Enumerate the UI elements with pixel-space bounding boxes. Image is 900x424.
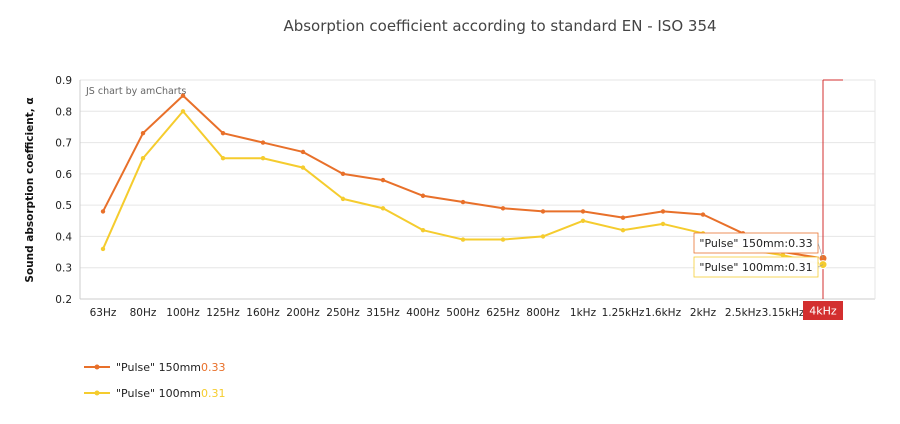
legend[interactable]: "Pulse" 150mm 0.33"Pulse" 100mm 0.31 — [84, 361, 226, 400]
legend-value: 0.33 — [201, 361, 226, 374]
legend-label: "Pulse" 150mm — [116, 361, 201, 374]
data-point[interactable] — [220, 130, 226, 136]
data-point[interactable] — [660, 221, 666, 227]
tooltip-connector — [817, 264, 824, 268]
x-tick-label: 800Hz — [526, 307, 560, 319]
cursor-category-box — [803, 301, 843, 320]
data-point[interactable] — [300, 165, 306, 170]
x-tick-label: 3.15kHz — [762, 307, 805, 319]
y-tick-label: 0.7 — [55, 138, 72, 150]
tooltips: "Pulse" 150mm:0.33 "Pulse" 100mm:0.31 — [693, 232, 824, 278]
grid — [80, 79, 875, 300]
chart-title: Absorption coefficient according to stan… — [283, 17, 716, 35]
data-point[interactable] — [260, 140, 266, 145]
x-tick-label: 200Hz — [286, 307, 320, 319]
data-point[interactable] — [340, 196, 346, 202]
data-point[interactable] — [660, 209, 666, 214]
data-point[interactable] — [340, 171, 346, 177]
data-point[interactable] — [420, 227, 426, 233]
data-point[interactable] — [620, 215, 626, 220]
legend-marker-dot — [94, 390, 100, 396]
x-tick-label: 80Hz — [130, 307, 157, 319]
data-point[interactable] — [580, 218, 586, 223]
x-tick-label: 500Hz — [446, 307, 480, 319]
data-point[interactable] — [420, 193, 426, 198]
legend-value: 0.31 — [201, 387, 226, 400]
data-point[interactable] — [500, 206, 506, 211]
legend-item[interactable]: "Pulse" 100mm 0.31 — [84, 387, 226, 400]
legend-item[interactable]: "Pulse" 150mm 0.33 — [84, 361, 226, 374]
data-point[interactable] — [380, 206, 386, 211]
y-tick-label: 0.4 — [55, 231, 72, 243]
data-point[interactable] — [460, 237, 466, 242]
cursor-category-label: 4kHz — [809, 305, 837, 318]
data-point[interactable] — [540, 209, 546, 214]
data-point[interactable] — [700, 212, 706, 217]
data-point[interactable] — [780, 253, 786, 258]
data-point[interactable] — [220, 156, 226, 161]
y-tick-label: 0.6 — [55, 169, 72, 181]
data-point[interactable] — [300, 149, 306, 155]
tooltip-connector — [817, 242, 824, 259]
y-tick-label: 0.8 — [55, 106, 72, 118]
legend-label: "Pulse" 100mm — [116, 387, 201, 400]
x-tick-label: 1kHz — [570, 307, 597, 319]
x-tick-label: 160Hz — [246, 307, 280, 319]
y-tick-label: 0.3 — [55, 263, 72, 275]
data-point[interactable] — [140, 130, 146, 136]
x-tick-label: 100Hz — [166, 307, 200, 319]
data-point[interactable] — [620, 227, 626, 233]
x-tick-label: 1.25kHz — [602, 307, 645, 319]
x-tick-label: 315Hz — [366, 307, 400, 319]
data-point[interactable] — [100, 209, 106, 214]
x-tick-label: 400Hz — [406, 307, 440, 319]
tooltip-text: "Pulse" 100mm:0.31 — [699, 261, 812, 274]
y-axis-label: Sound absorption coefficient, α — [24, 97, 36, 282]
data-point[interactable] — [140, 156, 146, 161]
tooltip-text: "Pulse" 150mm:0.33 — [699, 237, 812, 250]
x-tick-label: 250Hz — [326, 307, 360, 319]
data-point[interactable] — [540, 234, 546, 239]
x-tick-label: 625Hz — [486, 307, 520, 319]
data-point[interactable] — [460, 199, 466, 205]
x-tick-label: 1.6kHz — [645, 307, 682, 319]
cursor[interactable]: 4kHz — [803, 79, 843, 320]
data-point[interactable] — [380, 177, 386, 183]
x-tick-label: 2kHz — [690, 307, 717, 319]
data-point[interactable] — [180, 109, 186, 114]
data-point[interactable] — [100, 246, 106, 252]
x-tick-label: 2.5kHz — [725, 307, 762, 319]
y-tick-label: 0.5 — [55, 200, 72, 212]
axes: 0.2 0.3 0.4 0.5 0.6 0.7 0.8 0.9 63Hz 80Hz 100Hz 125… — [55, 75, 876, 319]
x-tick-label: 63Hz — [90, 307, 117, 319]
data-point[interactable] — [580, 209, 586, 214]
data-point[interactable] — [260, 156, 266, 161]
data-point[interactable] — [500, 237, 506, 242]
y-tick-label: 0.2 — [55, 294, 72, 306]
y-tick-label: 0.9 — [55, 75, 72, 87]
amcharts-credit-link[interactable]: JS chart by amCharts — [85, 86, 186, 97]
legend-marker-dot — [94, 364, 100, 370]
data-point[interactable] — [180, 93, 186, 98]
x-tick-label: 125Hz — [206, 307, 240, 319]
